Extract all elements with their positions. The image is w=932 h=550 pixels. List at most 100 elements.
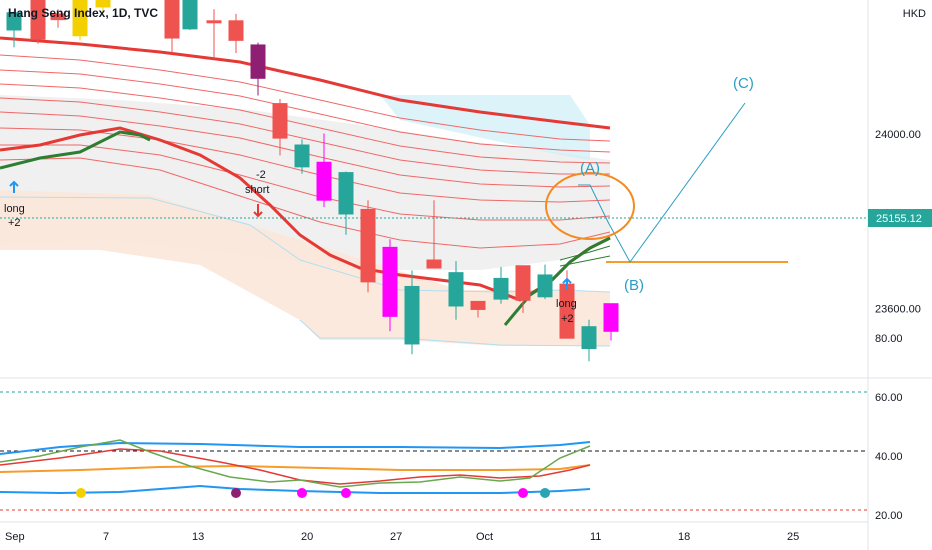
osc-marker-yellow — [76, 488, 86, 498]
candle — [382, 239, 398, 332]
price-tick-label: 24000.00 — [875, 129, 921, 141]
candle-body — [272, 103, 288, 139]
time-tick-label: Oct — [476, 531, 493, 543]
candle — [272, 99, 288, 156]
moving-average-ribbon — [0, 36, 611, 326]
moving-average-line — [0, 157, 611, 249]
oscillator-axis[interactable]: 20.00 40.00 60.00 80.00 — [875, 333, 903, 522]
candle-body — [72, 0, 88, 37]
osc-marker-magenta — [297, 488, 307, 498]
candle-body — [426, 259, 442, 269]
currency-label: HKD — [896, 8, 932, 20]
time-tick-label: 13 — [192, 531, 204, 543]
price-axis[interactable]: 23600.0024000.0024400.0024800.0025200.00… — [875, 0, 921, 316]
moving-average-line — [559, 255, 611, 267]
candle-body — [250, 44, 266, 79]
annotation-2-text: -2 — [256, 169, 266, 181]
signal-annotation-2: -2 short — [245, 169, 269, 218]
annotation-2-sub: short — [245, 184, 269, 196]
wave-projection-line[interactable] — [578, 102, 746, 263]
wave-label-a: (A) — [580, 160, 600, 177]
up-arrow-icon — [562, 277, 572, 290]
down-arrow-icon — [253, 204, 263, 218]
candle — [206, 9, 222, 59]
candle-body — [515, 265, 531, 301]
candle-body — [493, 277, 509, 300]
candle-body — [537, 274, 553, 298]
osc-tick-label: 20.00 — [875, 510, 903, 522]
price-tick-label: 23600.00 — [875, 303, 921, 315]
candle — [164, 0, 180, 53]
osc-line-blue-lower — [0, 484, 591, 495]
osc-line-red — [0, 448, 591, 485]
osc-tick-label: 60.00 — [875, 392, 903, 404]
candle-body — [206, 20, 222, 24]
annotation-1-text: long — [4, 203, 25, 215]
candle — [95, 0, 111, 13]
candle — [316, 133, 332, 208]
candle-body — [404, 285, 420, 345]
candle-body — [228, 20, 244, 41]
osc-marker-teal — [540, 488, 550, 498]
moving-average-line — [559, 245, 611, 261]
highlight-ellipse[interactable] — [545, 172, 635, 240]
candle-body — [294, 144, 310, 168]
time-tick-label: 11 — [590, 531, 601, 543]
candle — [250, 42, 266, 96]
candle-body — [182, 0, 198, 30]
osc-marker-magenta — [341, 488, 351, 498]
candle — [6, 11, 22, 48]
wave-label-b: (B) — [624, 277, 644, 294]
osc-line-orange — [0, 464, 591, 473]
moving-average-line — [0, 54, 611, 142]
annotation-3-sub: +2 — [561, 313, 574, 325]
band-fill-orange — [0, 190, 610, 346]
candle — [404, 270, 420, 355]
candle-body — [603, 303, 619, 332]
candle-body — [360, 208, 376, 283]
candle — [72, 0, 88, 41]
annotation-3-text: long — [556, 298, 577, 310]
candle — [360, 200, 376, 293]
candle-body — [164, 0, 180, 39]
current-price-text: 25155.12 — [876, 213, 922, 225]
time-tick-label: Sep — [5, 531, 25, 543]
oscillator-pane[interactable] — [0, 391, 868, 511]
signal-annotation-1: long +2 — [4, 180, 25, 229]
candle — [470, 300, 486, 318]
candle — [294, 139, 310, 174]
candle-body — [559, 283, 575, 339]
moving-average-line — [0, 83, 611, 164]
price-pane[interactable]: (A) (B) (C) long +2 -2 short long +2 — [0, 0, 868, 375]
candle — [515, 265, 531, 313]
candle — [603, 303, 619, 341]
candle — [338, 171, 354, 235]
candle-body — [95, 0, 111, 8]
candle-body — [448, 272, 464, 307]
candle — [537, 264, 553, 300]
annotation-1-sub: +2 — [8, 217, 21, 229]
osc-line-green — [0, 439, 591, 488]
up-arrow-icon — [9, 180, 19, 193]
moving-average-line — [0, 111, 611, 188]
osc-tick-label: 40.00 — [875, 451, 903, 463]
time-axis[interactable]: Sep 7 13 20 27 Oct 11 18 25 — [5, 531, 799, 543]
time-tick-label: 18 — [678, 531, 690, 543]
band-fill-blue — [380, 95, 590, 160]
time-tick-label: 25 — [787, 531, 799, 543]
candle — [426, 200, 442, 269]
moving-average-line — [0, 36, 611, 130]
moving-average-line — [0, 97, 610, 175]
candle — [228, 13, 244, 53]
moving-average-line — [0, 130, 151, 170]
candle-body — [581, 326, 597, 350]
osc-marker-magenta — [518, 488, 528, 498]
time-tick-label: 27 — [390, 531, 402, 543]
candle-body — [6, 12, 22, 31]
osc-tick-label: 80.00 — [875, 333, 903, 345]
current-price-label: 25155.12 — [868, 209, 932, 227]
candle — [493, 266, 509, 304]
candle — [182, 0, 198, 30]
candle-body — [382, 246, 398, 317]
